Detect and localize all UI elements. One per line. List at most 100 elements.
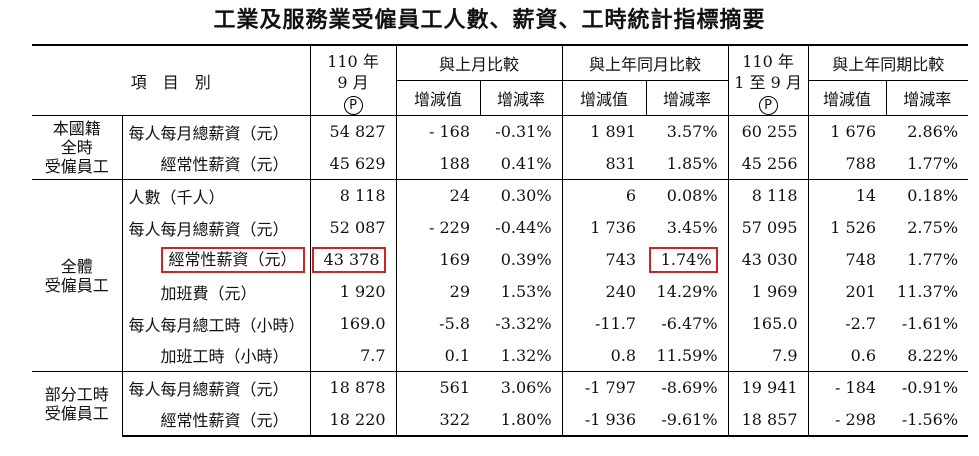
value-text: 8.22% bbox=[907, 345, 959, 365]
value-cell: 24 bbox=[395, 179, 481, 212]
period-header-sep-2021: 110 年 9 月 P bbox=[309, 44, 397, 116]
value-text: 29 bbox=[449, 282, 471, 301]
value-text: 57 095 bbox=[741, 218, 798, 237]
value-cell: 748 bbox=[807, 243, 887, 276]
value-text: 1.77% bbox=[907, 250, 959, 269]
value-cell: -3.32% bbox=[480, 308, 562, 340]
value-text: 1 736 bbox=[590, 218, 637, 237]
value-cell: 19 941 bbox=[727, 371, 809, 404]
table-row: 全體 受僱員工 人數（千人） 8 118 24 0.30% 6 0.08% 8 118 14 0.1… bbox=[32, 179, 969, 372]
value-text: -1.61% bbox=[901, 314, 959, 333]
value-cell: - 184 bbox=[807, 371, 887, 404]
value-text: 1 969 bbox=[751, 282, 798, 301]
period-month: 9 月 bbox=[337, 72, 369, 92]
row-item-text: 每人每月總薪資（元） bbox=[128, 123, 289, 143]
value-text: 561 bbox=[439, 378, 471, 398]
value-text: 19 941 bbox=[741, 378, 798, 398]
row-item-label: 每人每月總薪資（元） bbox=[121, 115, 311, 148]
row-item-text: 加班費（元） bbox=[160, 283, 257, 303]
compare-same-month-header: 與上年同月比較 bbox=[561, 44, 729, 81]
table-row: 加班費（元） 1 920 29 1.53% 240 14.29% 1 969 201 11.37… bbox=[32, 275, 968, 308]
value-text: - 298 bbox=[835, 409, 877, 429]
value-cell: - 168 bbox=[395, 115, 481, 148]
row-item-label: 經常性薪資（元） bbox=[121, 403, 311, 437]
value-cell: 1 969 bbox=[727, 275, 809, 308]
value-cell: 1 920 bbox=[309, 275, 397, 308]
sub-header-change: 增減值 bbox=[561, 80, 647, 116]
group-label-line: 全體 bbox=[60, 256, 93, 276]
period-month: 1 至 9 月 bbox=[734, 72, 802, 92]
value-text: 7.9 bbox=[772, 345, 798, 365]
group-label-line: 受僱員工 bbox=[44, 403, 109, 423]
table-row: 每人每月總薪資（元） 52 087 - 229 -0.44% 1 736 3.45% 57 … bbox=[32, 211, 968, 244]
row-item-label: 人數（千人） bbox=[121, 179, 311, 212]
sub-header-change: 增減值 bbox=[395, 80, 481, 116]
value-cell: - 298 bbox=[807, 403, 887, 437]
table-row: 經常性薪資（元） 43 378 169 0.39% 743 1.74% 43 030 748 1… bbox=[32, 243, 968, 276]
value-cell: 831 bbox=[561, 147, 647, 180]
value-cell: -5.8 bbox=[395, 307, 481, 340]
value-cell: 788 bbox=[807, 147, 887, 180]
value-text: 0.08% bbox=[666, 186, 718, 206]
value-cell: 29 bbox=[395, 275, 481, 308]
value-cell: -2.7 bbox=[807, 307, 887, 340]
value-text: 3.57% bbox=[666, 122, 718, 142]
value-text: 0.6 bbox=[850, 345, 877, 365]
value-cell: 2.86% bbox=[886, 115, 969, 148]
value-cell: 1.80% bbox=[480, 403, 563, 437]
table-row: 部分工時 受僱員工 每人每月總薪資（元） 18 878 561 3.06% -1 797 -8… bbox=[32, 371, 969, 436]
value-cell: 14.29% bbox=[646, 276, 728, 308]
value-text: -5.8 bbox=[439, 314, 471, 333]
value-cell: 169 bbox=[395, 243, 481, 276]
value-cell: 1.53% bbox=[480, 276, 562, 308]
compare-same-period-header: 與上年同期比較 bbox=[807, 44, 969, 81]
row-item-label: 每人每月總工時（小時） bbox=[121, 307, 311, 340]
row-item-label: 每人每月總薪資（元） bbox=[121, 211, 311, 244]
value-cell: 8.22% bbox=[886, 340, 968, 372]
value-cell: 11.59% bbox=[646, 340, 728, 372]
value-cell: 8 118 bbox=[727, 179, 809, 212]
value-cell: 561 bbox=[395, 371, 481, 404]
value-cell: - 229 bbox=[395, 211, 481, 244]
value-cell: 0.1 bbox=[395, 339, 481, 372]
preliminary-mark-icon: P bbox=[758, 95, 778, 115]
value-cell: 1.32% bbox=[480, 340, 562, 372]
row-item-label: 加班工時（小時） bbox=[121, 339, 311, 372]
value-cell: 11.37% bbox=[886, 276, 968, 308]
value-cell: 1.85% bbox=[646, 148, 728, 180]
value-cell: 8 118 bbox=[309, 179, 397, 212]
value-cell: 45 629 bbox=[309, 147, 397, 180]
value-text: 11.37% bbox=[897, 282, 959, 301]
value-cell: -1 936 bbox=[561, 403, 647, 437]
value-cell: -1.61% bbox=[886, 308, 968, 340]
value-text: 7.7 bbox=[360, 345, 386, 365]
value-cell: 0.8 bbox=[561, 339, 647, 372]
value-text: -1 936 bbox=[584, 409, 637, 429]
row-item-label: 加班費（元） bbox=[121, 275, 311, 308]
value-text: -11.7 bbox=[595, 314, 637, 333]
value-text: -3.32% bbox=[495, 314, 552, 333]
value-cell: -0.91% bbox=[886, 371, 969, 404]
row-item-text: 經常性薪資（元） bbox=[160, 411, 289, 430]
value-text: 1.53% bbox=[500, 282, 552, 301]
value-cell: 7.7 bbox=[309, 339, 397, 372]
value-cell: 165.0 bbox=[727, 307, 809, 340]
value-cell: 1 676 bbox=[807, 115, 887, 148]
value-cell: 1.77% bbox=[886, 244, 968, 276]
value-text: 0.8 bbox=[610, 345, 637, 365]
table-row: 每人每月總工時（小時） 169.0 -5.8 -3.32% -11.7 -6.47% 165… bbox=[32, 307, 968, 340]
value-text: 54 827 bbox=[329, 122, 386, 142]
value-text: 18 857 bbox=[741, 409, 798, 429]
value-text: -9.61% bbox=[661, 409, 718, 429]
value-cell: 322 bbox=[395, 403, 481, 437]
row-item-label: 經常性薪資（元） bbox=[121, 243, 311, 276]
value-text: 14 bbox=[855, 186, 877, 206]
value-cell: -8.69% bbox=[646, 371, 729, 404]
row-item-text: 每人每月總薪資（元） bbox=[128, 219, 289, 239]
value-text: 1.32% bbox=[500, 345, 552, 365]
preliminary-mark-icon: P bbox=[343, 95, 363, 115]
value-cell: 169.0 bbox=[309, 307, 397, 340]
value-text: 0.18% bbox=[907, 186, 959, 206]
group-label-line: 部分工時 bbox=[44, 384, 109, 404]
sub-header-rate: 增減率 bbox=[645, 80, 729, 116]
